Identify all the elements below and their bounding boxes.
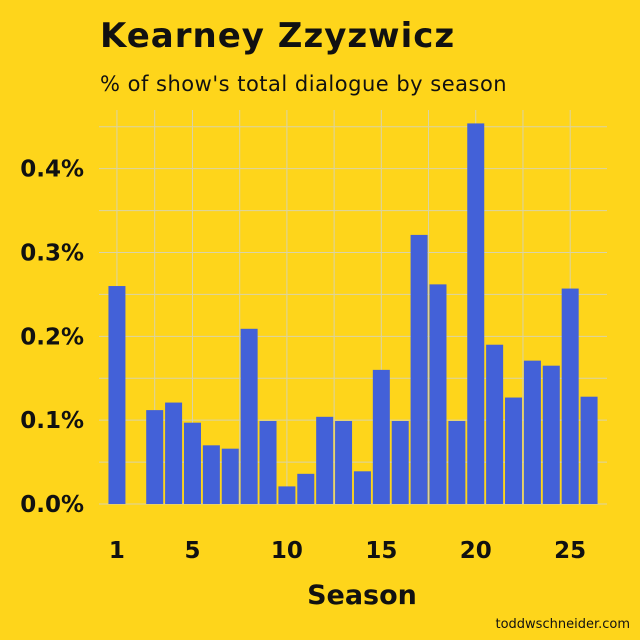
bar-season-20 [467,123,485,504]
bar-season-5 [183,422,201,504]
x-tick-label: 15 [365,538,397,564]
y-tick-label: 0.0% [20,492,84,518]
bars [108,123,598,505]
y-tick-label: 0.2% [20,324,84,350]
y-tick-label: 0.4% [20,157,84,183]
x-axis: 1 5 10 15 20 25 [109,538,586,564]
bar-season-9 [259,421,277,504]
bar-season-12 [316,416,334,504]
x-tick-label: 5 [184,538,200,564]
bar-season-6 [202,445,220,504]
bar-season-23 [523,360,541,504]
bar-season-16 [391,421,409,504]
x-tick-label: 20 [460,538,492,564]
bar-season-13 [335,421,353,504]
chart-title: Kearney Zzyzwicz [100,16,456,56]
y-axis: 0.0% 0.1% 0.2% 0.3% 0.4% [20,157,84,518]
chart-subtitle: % of show's total dialogue by season [100,72,508,96]
x-tick-label: 10 [271,538,303,564]
bar-season-1 [108,286,126,504]
y-tick-label: 0.3% [20,241,84,267]
bar-season-14 [353,471,371,504]
bar-season-15 [372,369,390,504]
site-credit: toddwschneider.com [495,617,631,632]
bar-season-18 [429,284,447,504]
bar-season-17 [410,234,428,505]
bar-season-11 [297,473,315,504]
x-tick-label: 1 [109,538,125,564]
y-tick-label: 0.1% [20,408,84,434]
bar-season-7 [221,448,239,504]
bar-season-4 [165,402,183,504]
bar-season-19 [448,421,466,504]
bar-season-3 [146,410,164,504]
bar-season-10 [278,486,296,504]
bar-season-25 [561,288,579,504]
bar-season-21 [486,344,504,504]
x-axis-title: Season [307,580,417,611]
bar-season-8 [240,328,258,504]
bar-season-26 [580,396,598,504]
x-tick-label: 25 [554,538,586,564]
bar-season-24 [542,365,560,504]
bar-season-22 [505,397,523,504]
